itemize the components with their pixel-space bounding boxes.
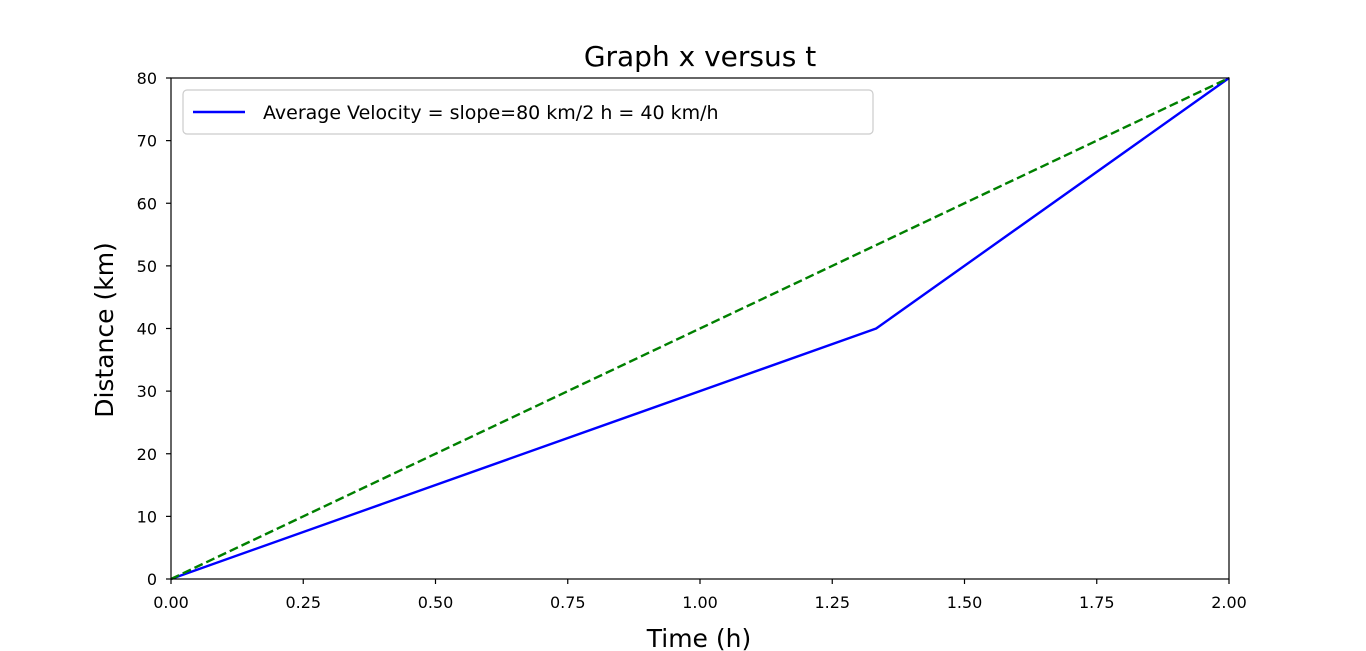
x-axis-title: Time (h) — [646, 624, 751, 651]
axis-ticks: 0.00 0.25 0.50 0.75 1.00 1.25 1.50 1.75 2.00 0 10 2… — [137, 69, 1247, 612]
legend-box — [182, 89, 874, 135]
y-tick-label: 60 — [137, 194, 157, 213]
x-tick-label: 1.25 — [814, 593, 850, 612]
x-tick-label: 0.75 — [550, 593, 586, 612]
y-tick-label: 50 — [137, 257, 157, 276]
x-tick-label: 1.75 — [1079, 593, 1115, 612]
chart-title: Graph x versus t — [584, 40, 816, 73]
x-tick-label: 2.00 — [1211, 593, 1247, 612]
legend-label: Average Velocity = slope=80 km/2 h = 40 … — [263, 102, 719, 124]
y-tick-label: 0 — [147, 570, 157, 589]
y-tick-label: 70 — [137, 132, 157, 151]
x-tick-label: 1.50 — [947, 593, 983, 612]
x-tick-label: 1.00 — [682, 593, 718, 612]
plot-area — [170, 76, 1230, 581]
y-tick-label: 40 — [137, 320, 157, 339]
y-axis-title: Distance (km) — [90, 242, 119, 418]
series-line-0 — [170, 77, 1230, 581]
legend: Average Velocity = slope=80 km/2 h = 40 … — [182, 89, 874, 135]
series-line-1 — [170, 76, 1230, 581]
x-tick-label: 0.25 — [285, 593, 321, 612]
x-tick-label: 0.50 — [418, 593, 454, 612]
y-tick-label: 30 — [137, 382, 157, 401]
x-tick-label: 0.00 — [153, 593, 189, 612]
y-tick-label: 20 — [137, 445, 157, 464]
y-tick-label: 10 — [137, 507, 157, 526]
y-tick-label: 80 — [137, 69, 157, 88]
